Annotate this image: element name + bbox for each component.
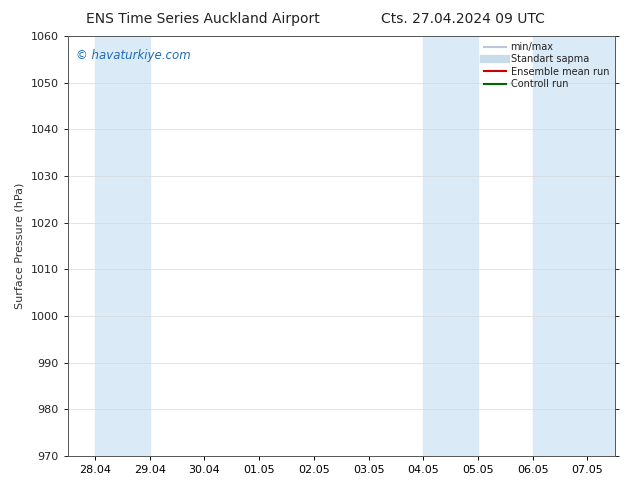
Bar xyxy=(95,36,150,456)
Text: ENS Time Series Auckland Airport: ENS Time Series Auckland Airport xyxy=(86,12,320,26)
Legend: min/max, Standart sapma, Ensemble mean run, Controll run: min/max, Standart sapma, Ensemble mean r… xyxy=(481,38,613,93)
Text: Cts. 27.04.2024 09 UTC: Cts. 27.04.2024 09 UTC xyxy=(381,12,545,26)
Text: © havaturkiye.com: © havaturkiye.com xyxy=(76,49,191,62)
Y-axis label: Surface Pressure (hPa): Surface Pressure (hPa) xyxy=(15,183,25,309)
Bar xyxy=(533,36,615,456)
Bar xyxy=(424,36,478,456)
